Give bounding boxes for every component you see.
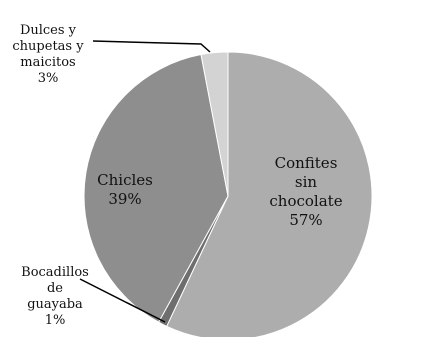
pie-slices — [83, 51, 373, 337]
slice-label-line: chocolate — [269, 192, 342, 210]
slice-label-line: maicitos — [20, 55, 75, 70]
slice-label-3: Dulces y chupetas y maicitos 3% — [12, 23, 84, 86]
slice-label-line: guayaba — [27, 297, 83, 312]
slice-label-line: 39% — [108, 190, 141, 208]
slice-label-line: 1% — [45, 313, 66, 328]
slice-label-line: sin — [295, 173, 317, 191]
pie-slice-chicles — [83, 53, 229, 323]
slice-label-line: 3% — [38, 71, 59, 86]
slice-label-1: Bocadillos de guayaba 1% — [21, 265, 89, 328]
leader-line-1 — [79, 278, 166, 323]
slice-labels: Confites sin chocolate 57% Bocadillos de guaya… — [12, 23, 342, 328]
slice-label-line: Bocadillos — [21, 265, 89, 280]
pie-slice-dulces-y-chupetas-y-maicitos — [200, 51, 229, 197]
slice-label-0: Confites sin chocolate 57% — [269, 154, 342, 229]
leader-lines — [79, 40, 211, 323]
slice-label-line: Chicles — [97, 171, 153, 189]
slice-label-line: de — [47, 281, 63, 296]
slice-label-line: chupetas y — [12, 39, 84, 54]
slice-label-line: Dulces y — [20, 23, 77, 38]
leader-line-3 — [92, 40, 211, 53]
slice-label-line: Confites — [275, 154, 338, 172]
slice-label-line: 57% — [289, 211, 322, 229]
slice-label-2: Chicles 39% — [97, 171, 153, 208]
pie-slice-confites-sin-chocolate — [166, 51, 373, 337]
